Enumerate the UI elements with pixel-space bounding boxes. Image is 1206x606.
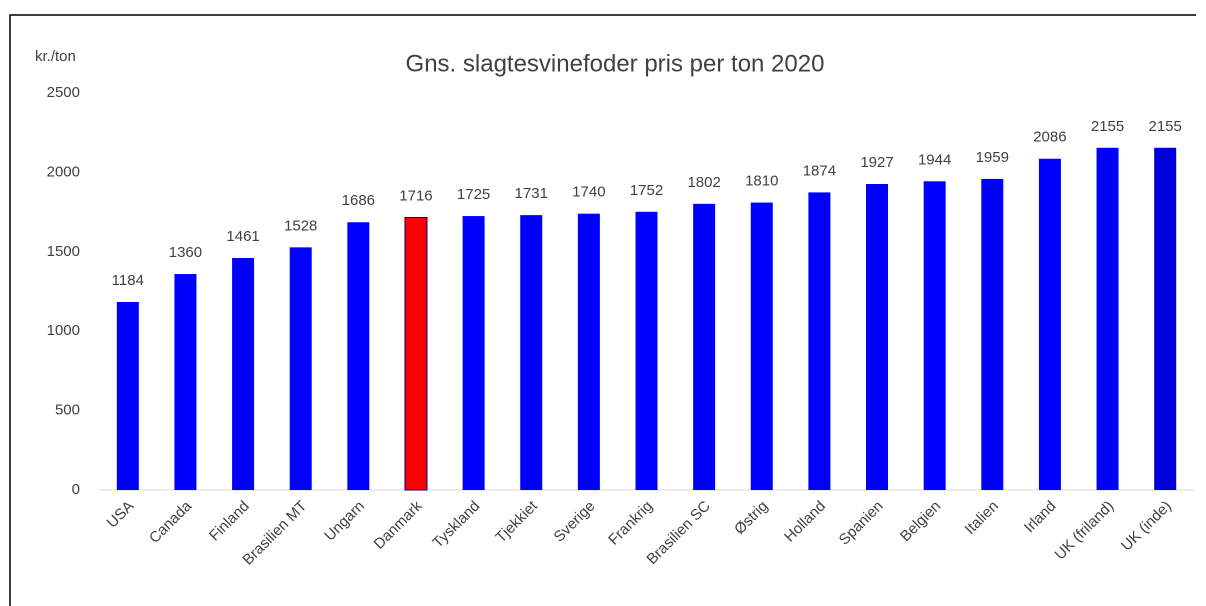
bar: [1038, 158, 1061, 490]
x-tick-label: Sverige: [551, 498, 599, 546]
x-tick-label: UK (friland): [1052, 498, 1118, 564]
bar: [1154, 147, 1177, 490]
data-label: 2086: [1033, 129, 1066, 146]
bar: [808, 192, 831, 490]
y-tick-label: 1000: [47, 322, 80, 339]
y-tick-label: 2000: [47, 163, 80, 180]
chart-title: Gns. slagtesvinefoder pris per ton 2020: [406, 50, 825, 77]
x-tick-label: Tyskland: [429, 498, 483, 552]
data-label: 1927: [860, 154, 893, 171]
data-label: 1802: [687, 174, 720, 191]
data-label: 2155: [1148, 118, 1181, 135]
frame: [9, 14, 1196, 606]
data-label: 1731: [515, 185, 548, 202]
y-tick-label: 500: [55, 402, 80, 419]
x-tick-label: Spanien: [836, 498, 887, 549]
data-label: 2155: [1091, 118, 1124, 135]
bar: [981, 178, 1004, 490]
data-label: 1716: [399, 187, 432, 204]
x-tick-label: Danmark: [371, 497, 426, 552]
bar: [577, 213, 600, 491]
x-tick-label: Finland: [206, 498, 253, 545]
bar: [693, 203, 716, 490]
bar: [520, 215, 543, 491]
y-tick-label: 0: [72, 481, 80, 498]
bar: [923, 181, 946, 491]
x-tick-label: Canada: [146, 497, 196, 547]
bar: [1096, 147, 1119, 490]
data-label: 1360: [169, 244, 202, 261]
bar: [750, 202, 773, 490]
bar: [347, 222, 370, 491]
x-tick-label: Irland: [1021, 498, 1060, 537]
bar: [232, 257, 255, 490]
x-tick-label: UK (inde): [1118, 498, 1175, 555]
bar: [116, 301, 139, 490]
bar: [174, 274, 197, 490]
bar: [289, 247, 312, 490]
data-label: 1874: [803, 162, 836, 179]
x-tick-label: Frankrig: [605, 498, 656, 549]
y-tick-label: 1500: [47, 243, 80, 260]
data-label: 1725: [457, 186, 490, 203]
data-label: 1959: [976, 149, 1009, 166]
bar: [635, 211, 658, 490]
data-label: 1528: [284, 217, 317, 234]
data-label: 1184: [112, 272, 144, 289]
x-tick-label: Østrig: [731, 498, 771, 538]
x-tick-label: USA: [104, 498, 138, 532]
data-label: 1944: [918, 151, 951, 168]
bar: [404, 216, 428, 491]
y-tick-label: 2500: [47, 84, 80, 101]
x-tick-label: Holland: [781, 498, 829, 546]
y-axis-label: kr./ton: [35, 48, 76, 65]
x-tick-label: Tjekkiet: [492, 497, 541, 546]
x-tick-label: Ungarn: [321, 498, 368, 545]
x-tick-label: Belgien: [897, 498, 944, 545]
data-label: 1752: [630, 182, 663, 199]
x-tick-label: Italien: [962, 498, 1002, 538]
bar: [462, 216, 485, 490]
data-label: 1461: [226, 228, 259, 245]
data-label: 1686: [342, 192, 375, 209]
data-label: 1810: [745, 173, 778, 190]
data-label: 1740: [572, 184, 605, 201]
bar: [866, 183, 889, 490]
